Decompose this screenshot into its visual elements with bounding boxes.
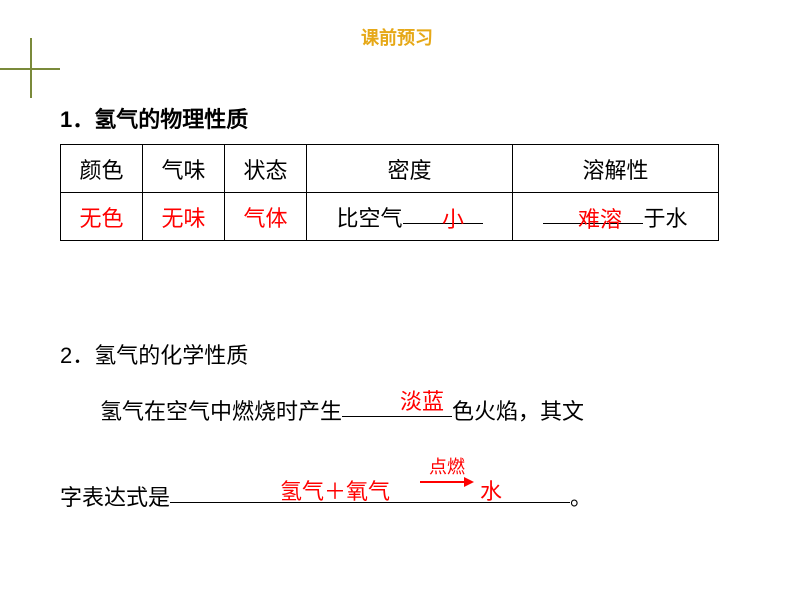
td-state: 气体 (225, 193, 307, 241)
density-answer: 小 (442, 202, 464, 234)
arrow-condition: 点燃 (420, 458, 474, 476)
th-density: 密度 (307, 145, 513, 193)
flame-color-answer: 淡蓝 (400, 384, 444, 416)
table-header-row: 颜色 气味 状态 密度 溶解性 (61, 145, 719, 193)
td-smell: 无味 (143, 193, 225, 241)
preview-header: 课前预习 (0, 24, 794, 50)
corner-cross-decoration (0, 38, 60, 98)
section2-line-a: 氢气在空气中燃烧时产生 色火焰，其文 (100, 394, 584, 426)
line-b-prefix: 字表达式是 (60, 485, 170, 510)
td-color: 无色 (61, 193, 143, 241)
line-b-suffix: 。 (570, 485, 592, 510)
line-a-suffix: 色火焰，其文 (452, 399, 584, 424)
td-density: 比空气 (307, 193, 513, 241)
line-a-prefix: 氢气在空气中燃烧时产生 (100, 399, 342, 424)
section1-title: 1．氢气的物理性质 (60, 102, 248, 134)
section2-title: 2．氢气的化学性质 (60, 338, 248, 370)
density-prefix: 比空气 (336, 206, 402, 231)
reaction-arrow: 点燃 (420, 458, 474, 488)
th-color: 颜色 (61, 145, 143, 193)
th-smell: 气味 (143, 145, 225, 193)
th-state: 状态 (225, 145, 307, 193)
line-a-blank (342, 416, 452, 417)
expression-left: 氢气＋氧气 (280, 474, 390, 506)
th-solubility: 溶解性 (513, 145, 719, 193)
solubility-answer: 难溶 (578, 202, 622, 234)
expression-right: 水 (480, 474, 502, 506)
arrow-icon (420, 476, 474, 488)
solubility-suffix: 于水 (643, 206, 687, 231)
